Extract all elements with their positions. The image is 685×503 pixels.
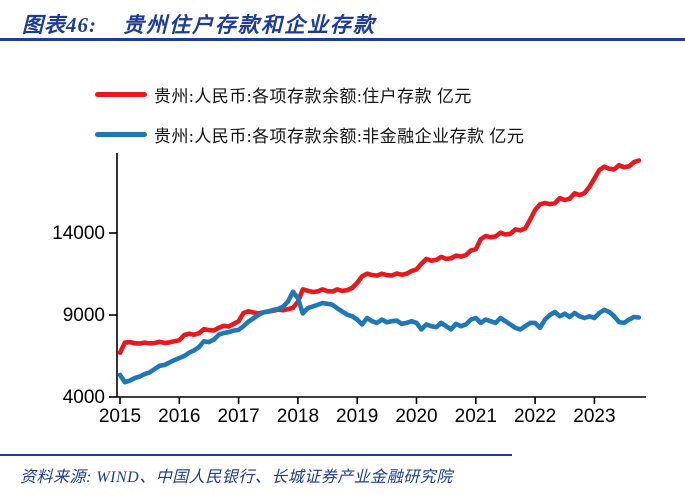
x-tick-label: 2018 — [277, 406, 319, 427]
x-tick-label: 2021 — [455, 406, 497, 427]
figure-header: 图表46: 贵州住户存款和企业存款 — [22, 9, 376, 39]
legend-swatch-red-line — [95, 91, 147, 97]
footer-divider — [0, 454, 512, 456]
series-line-enterprise — [117, 289, 642, 385]
x-tick-label: 2016 — [158, 406, 200, 427]
x-tick-label: 2022 — [514, 406, 556, 427]
x-tick-label: 2017 — [217, 406, 259, 427]
series-line-household — [117, 158, 642, 356]
x-tick-label: 2020 — [395, 406, 437, 427]
page-title: 贵州住户存款和企业存款 — [123, 13, 376, 37]
header-divider — [0, 38, 685, 41]
data-source-note: 资料来源: WIND、中国人民银行、长城证券产业金融研究院 — [20, 469, 453, 486]
x-tick-label: 2015 — [99, 406, 141, 427]
x-tick-label: 2023 — [573, 406, 615, 427]
legend-label: 贵州:人民币:各项存款余额:非金融企业存款 亿元 — [154, 126, 525, 146]
y-tick-label: 4000 — [63, 387, 105, 408]
legend-item-enterprise: 贵州:人民币:各项存款余额:非金融企业存款 亿元 — [95, 114, 524, 154]
chart-legend: 贵州:人民币:各项存款余额:住户存款 亿元 贵州:人民币:各项存款余额:非金融企… — [95, 74, 524, 154]
x-tick-label: 2019 — [336, 406, 378, 427]
figure-number: 图表46: — [22, 13, 97, 37]
legend-label: 贵州:人民币:各项存款余额:住户存款 亿元 — [154, 86, 472, 106]
legend-swatch-blue-line — [95, 131, 147, 137]
y-tick-label: 14000 — [52, 223, 105, 244]
legend-item-household: 贵州:人民币:各项存款余额:住户存款 亿元 — [95, 74, 524, 114]
y-tick-label: 9000 — [63, 305, 105, 326]
